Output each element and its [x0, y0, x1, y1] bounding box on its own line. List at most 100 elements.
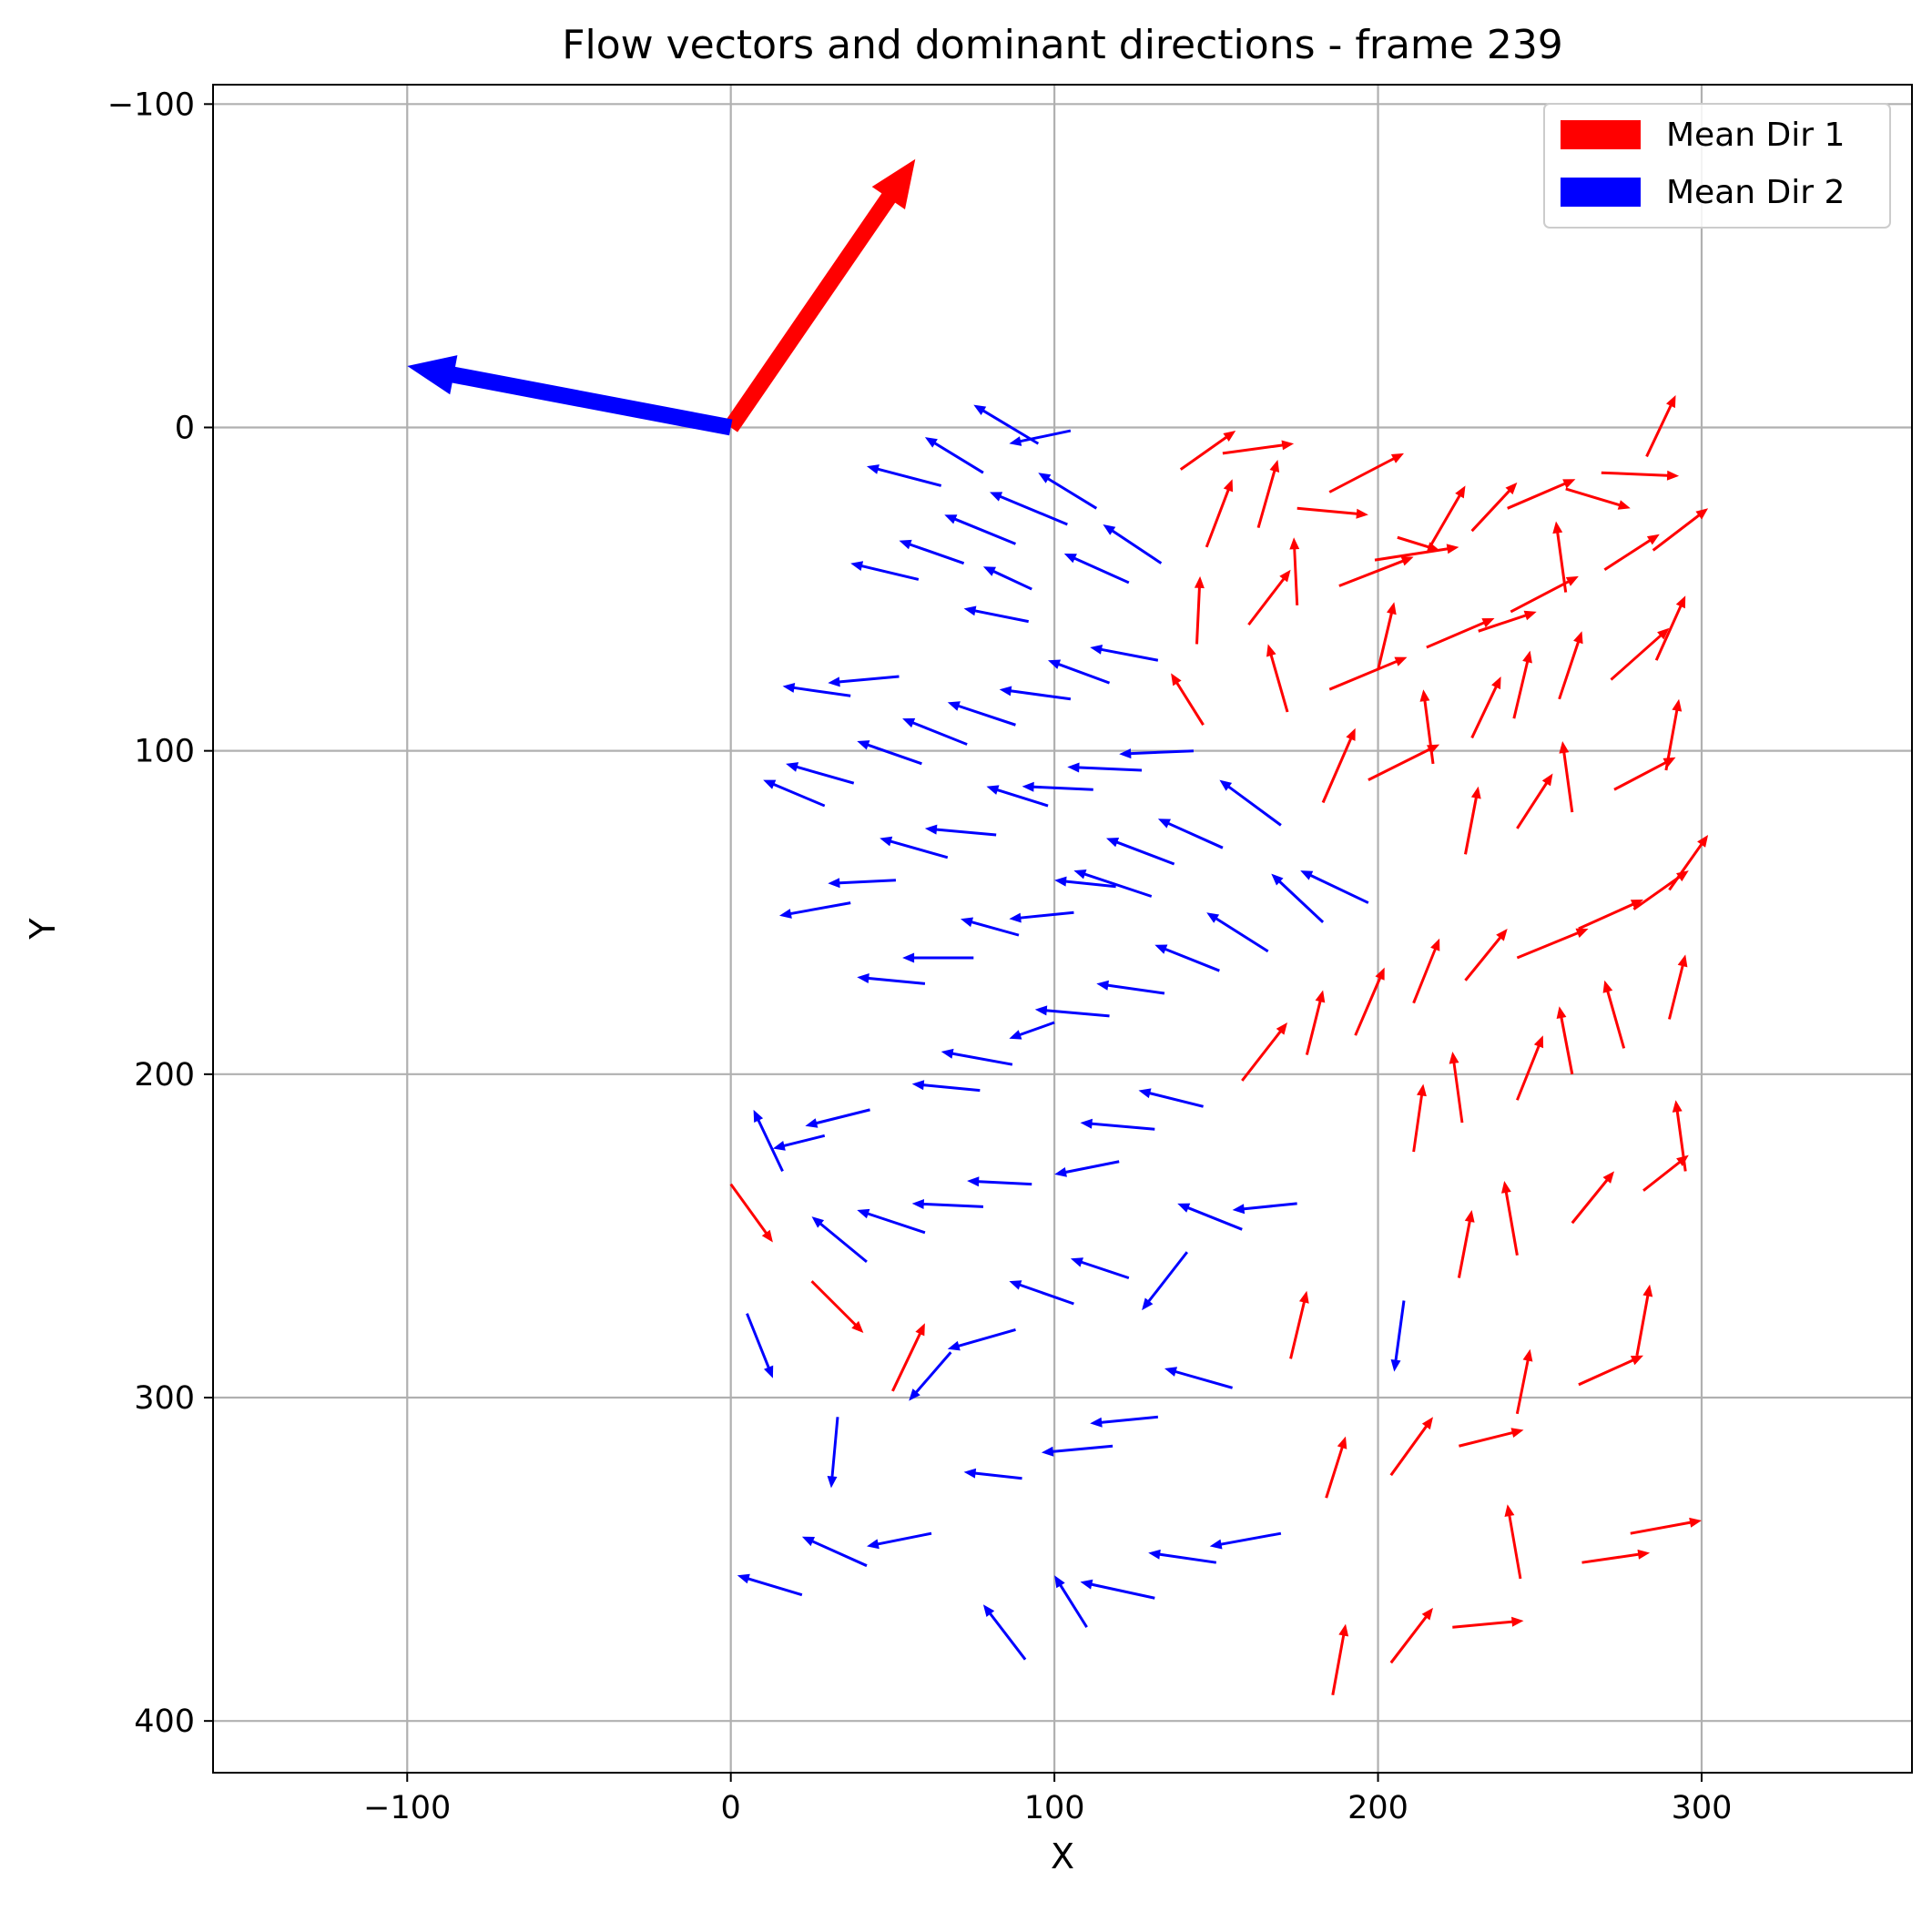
flow-vector-mean-dir-2: [1157, 819, 1224, 849]
flow-vector-mean-dir-2: [1103, 524, 1163, 564]
flow-vector-mean-dir-2: [1148, 1549, 1216, 1564]
flow-vector-mean-dir-1: [1601, 470, 1680, 481]
flow-vector-mean-dir-1: [1452, 1616, 1524, 1629]
flow-vector-mean-dir-1: [1578, 900, 1643, 931]
flow-vector-mean-dir-2: [1038, 473, 1098, 510]
flow-vector-mean-dir-1: [1613, 757, 1676, 791]
flow-vector-mean-dir-1: [1457, 1210, 1475, 1278]
flow-vector-mean-dir-1: [1558, 631, 1583, 700]
y-tick-label: 100: [134, 734, 195, 770]
flow-vector-mean-dir-2: [1390, 1300, 1406, 1372]
flow-vector-mean-dir-2: [1063, 554, 1130, 585]
flow-vector-mean-dir-2: [1054, 1160, 1120, 1177]
flow-vector-mean-dir-1: [1325, 1436, 1347, 1499]
flow-vector-mean-dir-2: [1232, 1202, 1297, 1215]
flow-vector-mean-dir-1: [1368, 744, 1440, 781]
flow-vector-mean-dir-2: [1073, 870, 1153, 898]
x-axis-title: X: [1051, 1836, 1074, 1876]
flow-vector-mean-dir-1: [1512, 650, 1532, 719]
y-tick-label: 300: [134, 1380, 195, 1417]
flow-vector-mean-dir-1: [1654, 595, 1686, 661]
dominant-arrow-mean-dir-2: [407, 355, 733, 436]
flow-vector-mean-dir-2: [763, 779, 826, 808]
flow-vector-mean-dir-1: [1247, 569, 1291, 625]
flow-vector-mean-dir-2: [924, 824, 997, 837]
y-tick-label: 0: [175, 410, 195, 446]
flow-vector-mean-dir-2: [944, 514, 1016, 545]
flow-vector-mean-dir-2: [982, 1604, 1027, 1661]
flow-vector-mean-dir-1: [1374, 544, 1459, 562]
flow-vector-mean-dir-1: [1389, 1607, 1433, 1664]
flow-vector-mean-dir-2: [963, 1468, 1022, 1480]
flow-vector-mean-dir-2: [899, 539, 965, 565]
flow-vector-mean-dir-1: [1412, 1083, 1427, 1153]
flow-vector-mean-dir-1: [1412, 938, 1440, 1004]
flow-vector-mean-dir-2: [1054, 1575, 1088, 1628]
flow-vector-mean-dir-2: [1219, 779, 1282, 827]
flow-vectors: [729, 395, 1709, 1695]
flow-vector-mean-dir-1: [1652, 508, 1709, 552]
flow-vector-mean-dir-1: [1459, 1428, 1524, 1448]
flow-vector-mean-dir-2: [924, 437, 984, 474]
flow-vector-mean-dir-1: [1470, 676, 1501, 739]
flow-vector-mean-dir-2: [911, 1080, 981, 1093]
flow-vector-mean-dir-1: [1241, 1022, 1287, 1082]
flow-vector-mean-dir-2: [880, 836, 949, 859]
flow-vector-mean-dir-2: [1177, 1203, 1243, 1231]
flow-vector-mean-dir-1: [1464, 929, 1508, 981]
flow-vector-mean-dir-1: [1470, 482, 1518, 533]
flow-vector-mean-dir-2: [857, 1208, 926, 1235]
flow-vector-mean-dir-2: [1206, 912, 1269, 953]
flow-vector-mean-dir-2: [1054, 876, 1116, 889]
flow-vector-mean-dir-2: [827, 1417, 839, 1489]
flow-vector-mean-dir-1: [1266, 644, 1289, 713]
flow-vector-mean-dir-1: [1507, 479, 1576, 510]
flow-vector-mean-dir-2: [999, 686, 1072, 701]
flow-vector-mean-dir-1: [1328, 453, 1404, 493]
flow-vector-mean-dir-2: [1041, 1444, 1113, 1457]
plot-frame: [212, 84, 1913, 1774]
flow-vector-mean-dir-1: [1581, 1549, 1651, 1564]
grid: [213, 85, 1912, 1773]
x-tick-label: 100: [1024, 1790, 1085, 1826]
flow-vector-mean-dir-2: [857, 973, 926, 985]
flow-vector-mean-dir-2: [1067, 762, 1143, 773]
flow-vector-mean-dir-1: [1205, 479, 1234, 548]
flow-vector-mean-dir-2: [805, 1108, 870, 1128]
flow-vector-mean-dir-1: [1449, 1052, 1464, 1124]
flow-vector-mean-dir-1: [1171, 673, 1205, 726]
legend-swatch-mean-dir-1: [1561, 120, 1641, 149]
flow-vector-mean-dir-2: [1034, 1005, 1110, 1018]
flow-vector-mean-dir-2: [772, 1134, 826, 1151]
flow-vector-mean-dir-2: [982, 566, 1032, 591]
flow-vector-mean-dir-1: [891, 1323, 925, 1392]
flow-vector-mean-dir-1: [1328, 656, 1408, 691]
flow-vector-mean-dir-1: [729, 1183, 773, 1243]
flow-vector-mean-dir-2: [947, 1328, 1016, 1351]
legend-label-mean-dir-2: Mean Dir 2: [1666, 174, 1845, 211]
flow-vector-mean-dir-2: [779, 901, 851, 919]
flow-vector-mean-dir-1: [1668, 835, 1709, 891]
flow-vector-mean-dir-1: [1610, 627, 1670, 681]
flow-vector-mean-dir-2: [961, 917, 1020, 937]
flow-vector-mean-dir-1: [1419, 689, 1435, 765]
flow-vector-mean-dir-2: [1080, 1118, 1155, 1131]
flow-vector-mean-dir-2: [911, 1199, 983, 1209]
y-tick-label: 200: [134, 1057, 195, 1093]
flow-vector-mean-dir-1: [1578, 1355, 1643, 1387]
flow-vector-mean-dir-1: [1464, 786, 1481, 855]
flow-vector-mean-dir-1: [1516, 928, 1589, 960]
legend-label-mean-dir-1: Mean Dir 1: [1666, 117, 1845, 154]
y-axis-title: Y: [23, 918, 63, 941]
flow-vector-mean-dir-2: [1300, 870, 1369, 904]
flow-vector-mean-dir-2: [1209, 1531, 1282, 1550]
flow-vector-mean-dir-2: [1138, 1088, 1204, 1108]
flow-vector-mean-dir-2: [867, 1531, 932, 1550]
y-tick-label: 400: [134, 1704, 195, 1740]
flow-vector-mean-dir-1: [1668, 954, 1688, 1020]
flow-vector-mean-dir-1: [1321, 727, 1356, 804]
flow-vector-mean-dir-1: [1504, 1504, 1522, 1580]
flow-vector-mean-dir-1: [1194, 575, 1205, 645]
